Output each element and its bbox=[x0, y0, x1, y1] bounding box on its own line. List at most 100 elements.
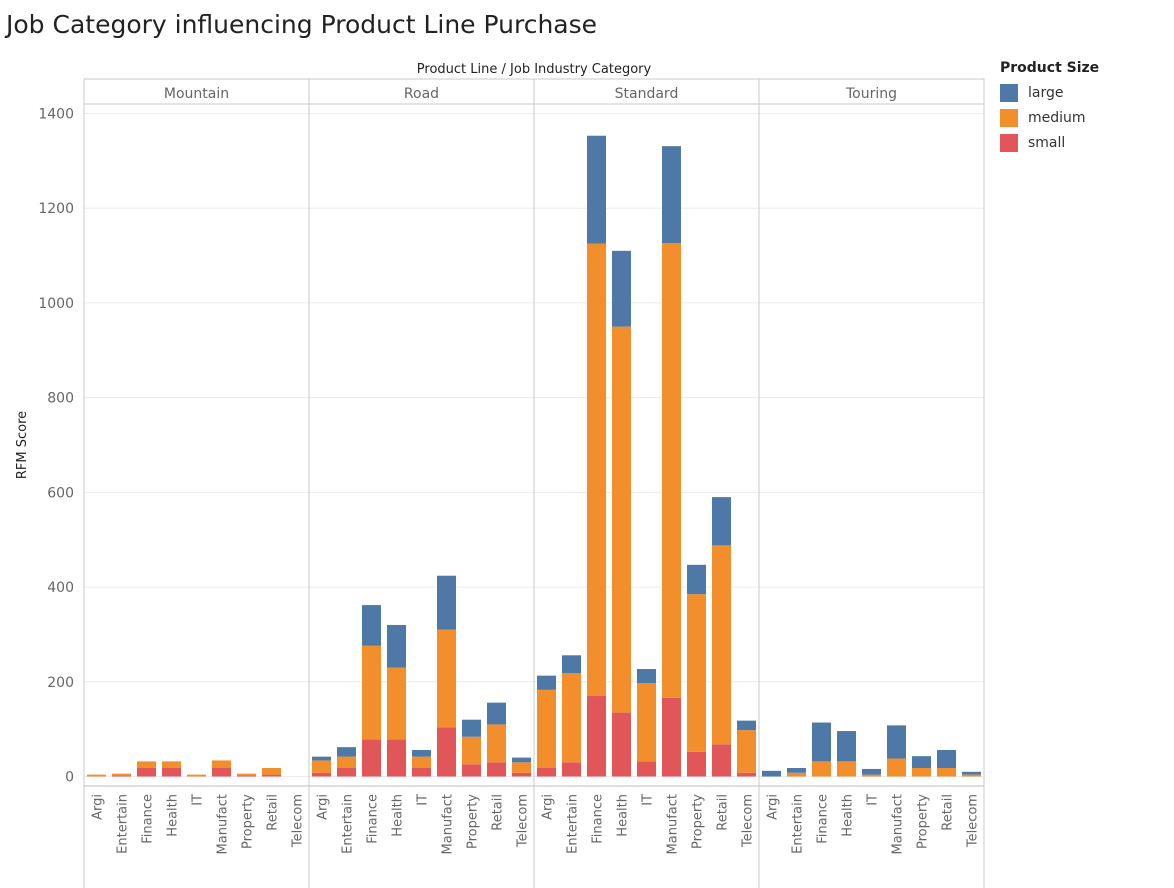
bar-medium bbox=[912, 768, 931, 777]
bar-medium bbox=[212, 760, 231, 769]
x-tick-label: IT bbox=[866, 794, 881, 806]
bar-large bbox=[562, 655, 581, 674]
bar-medium bbox=[187, 774, 206, 777]
legend-item-small[interactable]: small bbox=[1000, 130, 1099, 155]
bar-medium bbox=[737, 730, 756, 773]
x-tick-label: Telecom bbox=[516, 794, 531, 848]
bar-small bbox=[162, 768, 181, 777]
y-tick-label: 800 bbox=[47, 391, 74, 407]
panel-header: Standard bbox=[615, 86, 679, 102]
bar-medium bbox=[387, 667, 406, 740]
bar-large bbox=[887, 725, 906, 759]
bar-medium bbox=[662, 243, 681, 698]
bar-medium bbox=[337, 756, 356, 769]
x-tick-label: Finance bbox=[591, 794, 606, 844]
legend: Product Size large medium small bbox=[1000, 60, 1099, 155]
bar-small bbox=[712, 744, 731, 777]
legend-item-medium[interactable]: medium bbox=[1000, 105, 1099, 130]
bar-large bbox=[812, 722, 831, 762]
bar-medium bbox=[962, 774, 981, 777]
bar-large bbox=[612, 250, 631, 327]
bar-large bbox=[587, 135, 606, 244]
bar-small bbox=[637, 761, 656, 777]
bar-medium bbox=[887, 758, 906, 777]
x-tick-label: Manufact bbox=[891, 794, 906, 854]
x-tick-label: Property bbox=[241, 794, 256, 849]
x-tick-label: Property bbox=[691, 794, 706, 849]
bar-small bbox=[312, 772, 331, 777]
bar-large bbox=[412, 750, 431, 757]
legend-item-large[interactable]: large bbox=[1000, 80, 1099, 105]
bar-small bbox=[212, 768, 231, 777]
y-tick-label: 600 bbox=[47, 485, 74, 501]
panel-header: Road bbox=[404, 86, 439, 102]
bar-medium bbox=[537, 689, 556, 769]
x-tick-label: Telecom bbox=[291, 794, 306, 848]
bar-medium bbox=[437, 629, 456, 728]
y-tick-label: 200 bbox=[47, 675, 74, 691]
x-tick-label: Property bbox=[916, 794, 931, 849]
bar-medium bbox=[612, 326, 631, 713]
bar-medium bbox=[362, 645, 381, 740]
bar-small bbox=[587, 696, 606, 777]
bar-medium bbox=[312, 760, 331, 773]
x-tick-label: IT bbox=[416, 794, 431, 806]
y-tick-label: 1400 bbox=[38, 106, 74, 122]
bar-small bbox=[537, 768, 556, 777]
bar-small bbox=[437, 727, 456, 777]
bar-small bbox=[562, 762, 581, 777]
y-tick-label: 400 bbox=[47, 580, 74, 596]
bar-large bbox=[337, 747, 356, 757]
bar-large bbox=[837, 731, 856, 762]
bar-medium bbox=[812, 761, 831, 777]
bar-large bbox=[712, 497, 731, 546]
bar-medium bbox=[787, 772, 806, 777]
x-tick-label: Retail bbox=[266, 794, 281, 831]
bar-large bbox=[762, 770, 781, 777]
x-tick-label: Retail bbox=[941, 794, 956, 831]
bar-small bbox=[612, 712, 631, 777]
bar-small bbox=[237, 775, 256, 777]
bar-medium bbox=[562, 673, 581, 763]
bar-small bbox=[387, 739, 406, 777]
bar-medium bbox=[837, 761, 856, 777]
x-tick-label: Manufact bbox=[216, 794, 231, 854]
bar-small bbox=[512, 772, 531, 777]
legend-title: Product Size bbox=[1000, 60, 1100, 76]
bar-large bbox=[362, 605, 381, 646]
x-tick-label: Argi bbox=[91, 794, 106, 820]
x-tick-label: Telecom bbox=[741, 794, 756, 848]
x-tick-label: Manufact bbox=[441, 794, 456, 854]
x-tick-label: IT bbox=[641, 794, 656, 806]
bar-large bbox=[962, 771, 981, 775]
bar-medium bbox=[687, 594, 706, 752]
bar-medium bbox=[862, 774, 881, 777]
x-tick-label: Health bbox=[841, 794, 856, 837]
x-tick-label: Health bbox=[166, 794, 181, 837]
x-tick-label: Health bbox=[391, 794, 406, 837]
bar-large bbox=[687, 564, 706, 595]
bar-small bbox=[487, 762, 506, 777]
x-tick-label: Retail bbox=[491, 794, 506, 831]
x-tick-label: Telecom bbox=[966, 794, 981, 848]
bar-large bbox=[537, 675, 556, 690]
bar-medium bbox=[262, 768, 281, 775]
x-tick-label: Entertain bbox=[341, 794, 356, 854]
bar-large bbox=[862, 768, 881, 775]
panel-header: Touring bbox=[845, 86, 897, 102]
bar-medium bbox=[937, 768, 956, 777]
x-tick-label: Argi bbox=[541, 794, 556, 820]
bar-small bbox=[112, 775, 131, 777]
panel-header: Mountain bbox=[164, 86, 229, 102]
legend-label-medium: medium bbox=[1028, 109, 1086, 126]
bar-medium bbox=[112, 773, 131, 776]
bar-small bbox=[462, 764, 481, 777]
x-tick-label: Entertain bbox=[791, 794, 806, 854]
x-tick-label: Finance bbox=[366, 794, 381, 844]
bar-small bbox=[137, 768, 156, 777]
bar-large bbox=[487, 702, 506, 725]
bar-small bbox=[662, 697, 681, 777]
bar-medium bbox=[512, 762, 531, 773]
bar-medium bbox=[162, 761, 181, 769]
